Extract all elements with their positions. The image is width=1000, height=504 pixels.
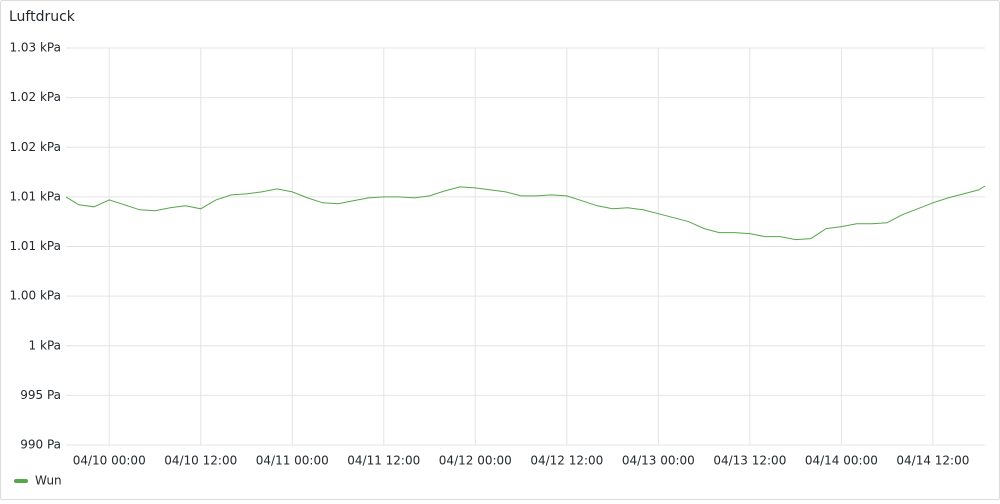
- x-tick-label: 04/12 00:00: [439, 454, 512, 468]
- x-tick-label: 04/13 00:00: [622, 454, 695, 468]
- legend-swatch: [14, 479, 28, 483]
- y-tick-label: 1.03 kPa: [9, 41, 61, 55]
- panel-title: Luftdruck: [9, 9, 76, 25]
- y-tick-label: 1.02 kPa: [9, 90, 61, 104]
- y-tick-label: 990 Pa: [20, 438, 61, 452]
- x-tick-label: 04/14 00:00: [805, 454, 878, 468]
- y-tick-label: 1 kPa: [29, 338, 61, 352]
- y-tick-label: 1.01 kPa: [9, 239, 61, 253]
- legend-label[interactable]: Wun: [35, 474, 62, 488]
- x-tick-label: 04/10 00:00: [73, 454, 146, 468]
- x-tick-label: 04/11 12:00: [347, 454, 420, 468]
- x-tick-label: 04/13 12:00: [713, 454, 786, 468]
- x-tick-label: 04/12 12:00: [530, 454, 603, 468]
- y-tick-label: 995 Pa: [20, 388, 61, 402]
- series-line: [65, 185, 986, 241]
- y-tick-label: 1.00 kPa: [9, 289, 61, 303]
- x-tick-label: 04/10 12:00: [164, 454, 237, 468]
- y-tick-label: 1.02 kPa: [9, 140, 61, 154]
- x-tick-label: 04/14 12:00: [896, 454, 969, 468]
- y-tick-label: 1.01 kPa: [9, 189, 61, 203]
- x-tick-label: 04/11 00:00: [256, 454, 329, 468]
